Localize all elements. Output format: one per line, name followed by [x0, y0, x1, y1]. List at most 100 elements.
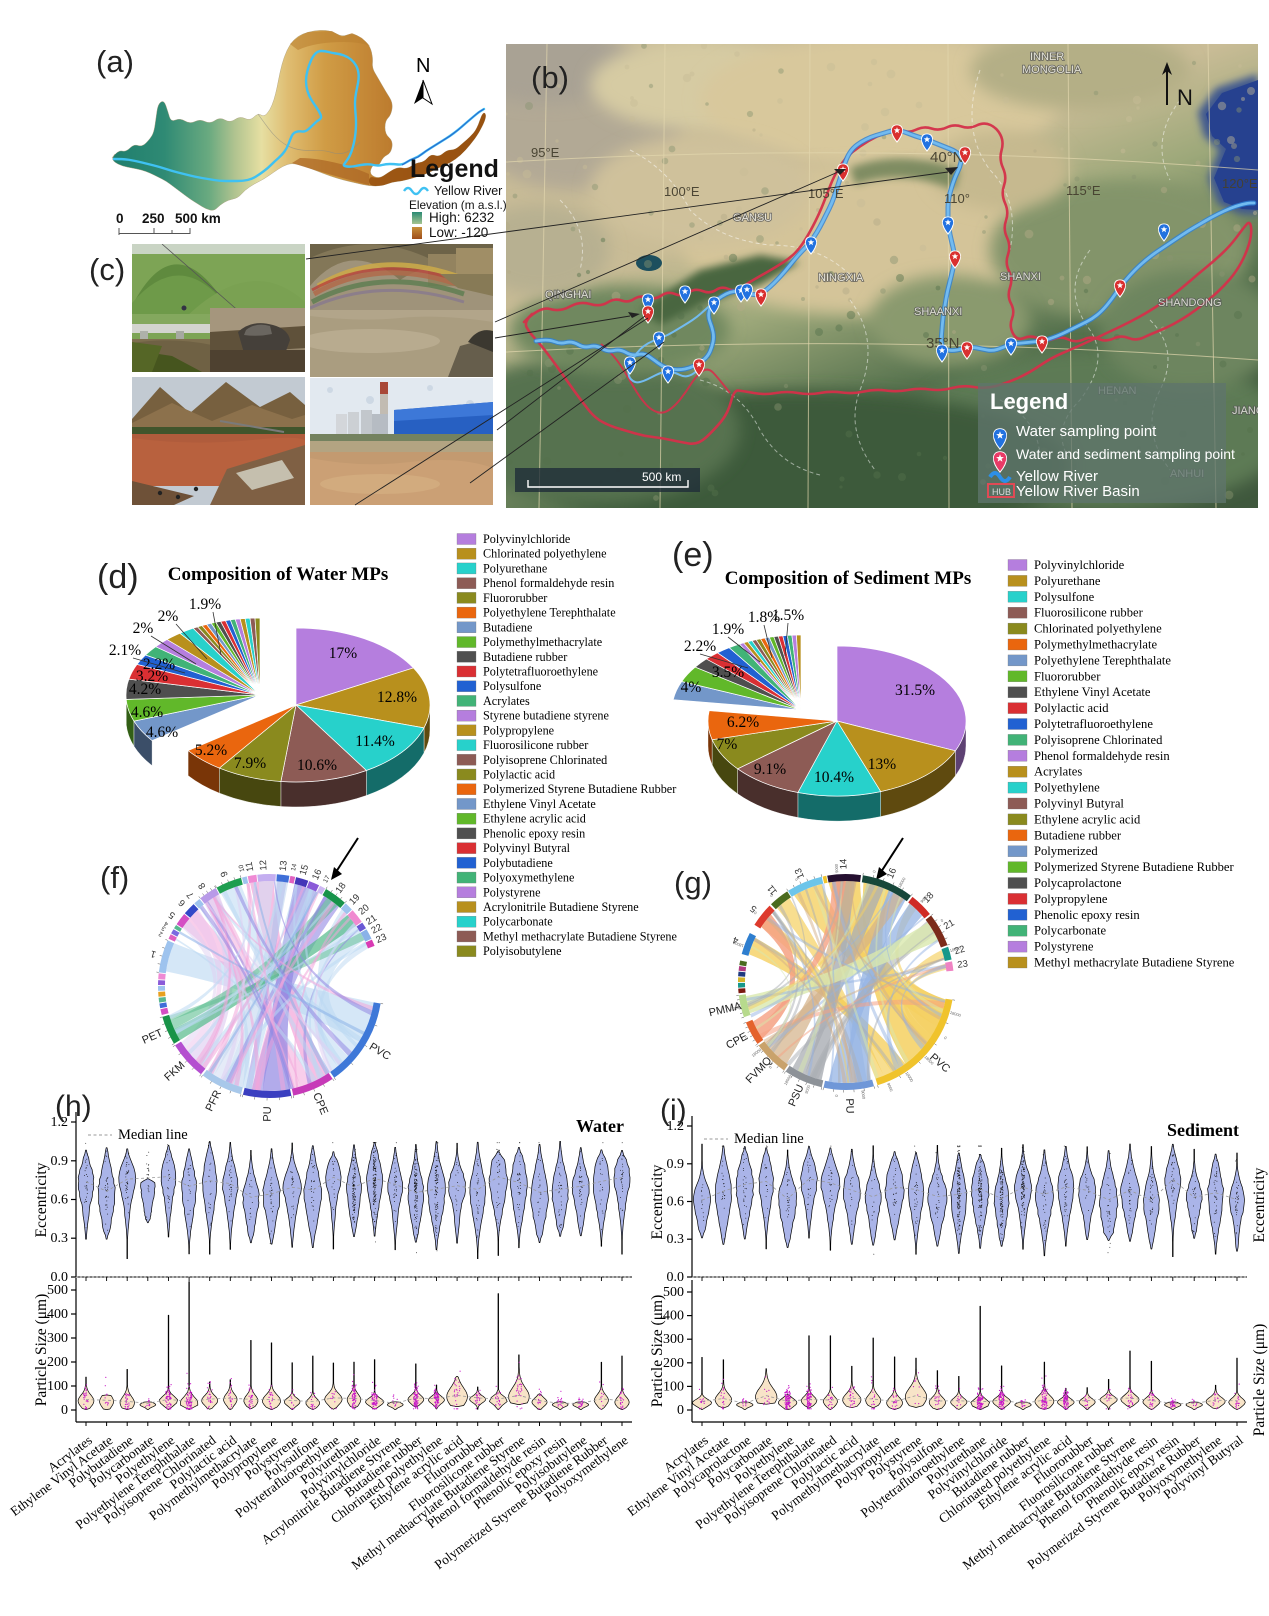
svg-text:200: 200 — [47, 1355, 68, 1370]
svg-text:Particle Size (μm): Particle Size (μm) — [649, 1295, 666, 1407]
svg-text:3.2%: 3.2% — [136, 668, 168, 685]
svg-text:Methyl methacrylate Butadiene: Methyl methacrylate Butadiene Styrene — [1034, 956, 1235, 970]
svg-text:Polyvinylchloride: Polyvinylchloride — [1034, 558, 1125, 572]
svg-text:Yellow River: Yellow River — [434, 184, 502, 198]
svg-text:11.4%: 11.4% — [355, 733, 395, 750]
svg-text:Phenol formaldehyde resin: Phenol formaldehyde resin — [1034, 749, 1170, 763]
svg-text:2%: 2% — [133, 620, 154, 637]
svg-text:GANSU: GANSU — [733, 212, 772, 224]
svg-text:Chlorinated polyethylene: Chlorinated polyethylene — [1034, 622, 1162, 636]
svg-text:18000: 18000 — [732, 940, 745, 949]
svg-text:10: 10 — [238, 864, 247, 873]
svg-text:300: 300 — [47, 1331, 68, 1346]
svg-text:Yellow River: Yellow River — [1016, 468, 1098, 485]
svg-text:Polyethylene Terephthalate: Polyethylene Terephthalate — [1034, 653, 1171, 667]
svg-text:Polylactic acid: Polylactic acid — [483, 768, 555, 782]
svg-text:3: 3 — [160, 924, 167, 932]
svg-text:18000: 18000 — [904, 1071, 915, 1084]
svg-text:N: N — [1177, 85, 1193, 110]
svg-text:10.4%: 10.4% — [814, 769, 854, 786]
svg-text:Polylactic acid: Polylactic acid — [1034, 701, 1109, 715]
svg-text:Polystyrene: Polystyrene — [1034, 940, 1094, 954]
svg-text:Eccentricity: Eccentricity — [1251, 1167, 1268, 1242]
svg-text:400: 400 — [663, 1309, 684, 1324]
svg-text:Polypropylene: Polypropylene — [1034, 892, 1108, 906]
svg-text:SHANXI: SHANXI — [1000, 271, 1041, 283]
svg-text:15: 15 — [298, 863, 311, 876]
svg-text:Phenolic epoxy resin: Phenolic epoxy resin — [1034, 908, 1140, 922]
svg-text:Acrylonitrile Butadiene Styren: Acrylonitrile Butadiene Styrene — [483, 900, 639, 914]
svg-text:Polyurethane: Polyurethane — [483, 561, 547, 575]
svg-text:0.9: 0.9 — [667, 1157, 685, 1172]
svg-text:0: 0 — [61, 1403, 68, 1418]
svg-text:1.9%: 1.9% — [189, 596, 221, 613]
svg-text:5.2%: 5.2% — [195, 742, 227, 759]
svg-text:Polycarbonate: Polycarbonate — [483, 915, 553, 929]
svg-text:Polytetrafluoroethylene: Polytetrafluoroethylene — [483, 664, 598, 678]
svg-text:2: 2 — [157, 930, 164, 938]
svg-text:4.2%: 4.2% — [129, 681, 161, 698]
svg-text:9000: 9000 — [804, 1084, 812, 1095]
svg-text:Eccentricity: Eccentricity — [33, 1162, 50, 1237]
svg-text:2.2%: 2.2% — [684, 638, 716, 655]
svg-text:Acrylates: Acrylates — [1034, 765, 1082, 779]
svg-text:N: N — [416, 55, 430, 77]
svg-text:21: 21 — [364, 913, 379, 928]
svg-text:2.1%: 2.1% — [109, 642, 141, 659]
svg-text:100: 100 — [47, 1379, 68, 1394]
svg-text:23: 23 — [957, 958, 969, 970]
svg-text:22: 22 — [370, 922, 385, 937]
svg-text:0: 0 — [943, 1035, 948, 1041]
svg-text:250: 250 — [142, 211, 165, 226]
svg-text:1.8%: 1.8% — [748, 609, 780, 626]
svg-text:0: 0 — [940, 917, 945, 923]
svg-text:(i): (i) — [660, 1094, 687, 1127]
svg-text:0.6: 0.6 — [667, 1195, 685, 1210]
svg-text:Water sampling point: Water sampling point — [1016, 423, 1157, 440]
svg-text:0.0: 0.0 — [667, 1270, 685, 1285]
svg-text:Fluororubber: Fluororubber — [483, 591, 547, 605]
svg-text:Ethylene Vinyl Acetate: Ethylene Vinyl Acetate — [483, 797, 596, 811]
svg-text:Polycarbonate: Polycarbonate — [1034, 924, 1106, 938]
svg-text:40°N: 40°N — [930, 149, 964, 166]
svg-text:Butadiene: Butadiene — [483, 620, 532, 634]
svg-text:13: 13 — [793, 866, 807, 880]
svg-text:0: 0 — [768, 893, 774, 899]
svg-text:13%: 13% — [868, 756, 897, 773]
svg-text:(a): (a) — [96, 44, 134, 79]
svg-text:Fluororubber: Fluororubber — [1034, 669, 1101, 683]
svg-text:(b): (b) — [531, 60, 569, 95]
svg-text:Methyl methacrylate Butadiene: Methyl methacrylate Butadiene Styrene — [483, 929, 677, 943]
svg-text:7%: 7% — [717, 736, 738, 753]
svg-text:0.3: 0.3 — [51, 1231, 69, 1246]
svg-text:Ethylene acrylic acid: Ethylene acrylic acid — [1034, 812, 1141, 826]
svg-text:Polystyrene: Polystyrene — [483, 885, 541, 899]
svg-text:Ethylene acrylic acid: Ethylene acrylic acid — [483, 812, 586, 826]
svg-text:35°N: 35°N — [926, 335, 960, 352]
svg-text:Polysulfone: Polysulfone — [1034, 590, 1095, 604]
svg-text:3.5%: 3.5% — [712, 664, 744, 681]
svg-text:17%: 17% — [329, 645, 358, 662]
svg-text:9000: 9000 — [886, 1082, 894, 1093]
svg-text:HUB: HUB — [992, 487, 1011, 497]
svg-text:Polycaprolactone: Polycaprolactone — [1034, 876, 1122, 890]
svg-text:18000: 18000 — [751, 1047, 763, 1058]
svg-text:Polytetrafluoroethylene: Polytetrafluoroethylene — [1034, 717, 1153, 731]
svg-text:PU: PU — [262, 1106, 274, 1122]
svg-text:2%: 2% — [158, 608, 179, 625]
svg-text:0.6: 0.6 — [51, 1193, 69, 1208]
svg-text:Polybutadiene: Polybutadiene — [483, 856, 553, 870]
svg-text:12.8%: 12.8% — [377, 689, 417, 706]
svg-text:4.6%: 4.6% — [131, 704, 163, 721]
svg-text:Fluorosilicone rubber: Fluorosilicone rubber — [483, 738, 588, 752]
svg-text:500 km: 500 km — [175, 211, 221, 226]
svg-text:Polymerized: Polymerized — [1034, 844, 1098, 858]
svg-text:Polyethylene Terephthalate: Polyethylene Terephthalate — [483, 606, 616, 620]
svg-text:Phenol formaldehyde resin: Phenol formaldehyde resin — [483, 576, 614, 590]
svg-text:95°E: 95°E — [531, 145, 560, 160]
svg-text:Butadiene rubber: Butadiene rubber — [483, 650, 567, 664]
svg-text:18: 18 — [334, 881, 349, 896]
svg-text:(h): (h) — [55, 1090, 92, 1123]
svg-text:115°E: 115°E — [1066, 183, 1101, 198]
svg-text:16: 16 — [885, 866, 899, 880]
